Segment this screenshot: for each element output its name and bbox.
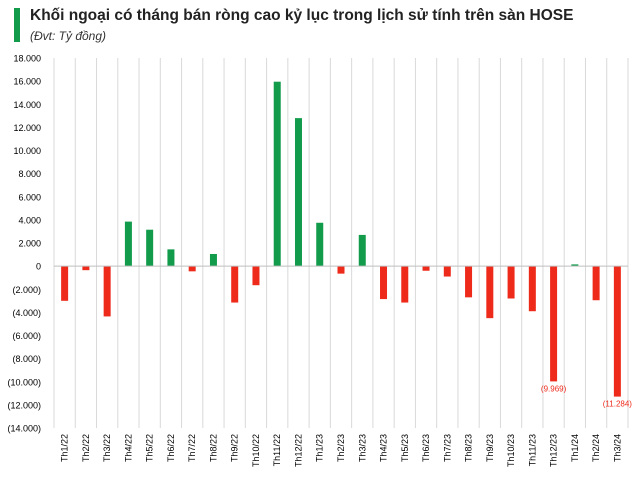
y-tick-label: 2.000 [18,239,41,249]
bar-th2-23 [337,266,345,274]
y-tick-label: 6.000 [18,192,41,202]
bar-th4-22 [124,221,132,267]
x-tick-label: Th5/23 [400,434,410,462]
bars [61,81,621,397]
x-tick-label: Th7/22 [187,434,197,462]
y-tick-label: (6.000) [12,331,41,341]
bar-th1-24 [571,264,579,267]
x-tick-label: Th8/22 [208,434,218,462]
chart-subtitle: (Đvt: Tỷ đồng) [30,29,107,43]
y-tick-label: 0 [36,262,41,272]
bar-th6-22 [167,249,175,267]
y-tick-label: 18.000 [13,54,41,64]
bar-th7-22 [188,266,196,272]
y-tick-label: (4.000) [12,308,41,318]
x-tick-label: Th3/24 [612,434,622,462]
y-tick-label: 10.000 [13,146,41,156]
x-tick-label: Th12/23 [549,434,559,467]
x-tick-label: Th8/23 [464,434,474,462]
x-tick-label: Th9/22 [230,434,240,462]
x-tick-label: Th5/22 [145,434,155,462]
x-tick-label: Th12/22 [293,434,303,467]
x-axis-tick-labels: Th1/22 Th2/22 Th3/22 Th4/22 Th5/22 Th6/22 Th7/… [60,434,623,467]
bar-th12-22 [294,118,302,267]
x-tick-label: Th2/24 [591,434,601,462]
bar-th12-23 [550,266,558,382]
y-axis-tick-labels: 18.000 16.000 14.000 12.000 10.000 8.000 6.000… [7,54,41,434]
bar-th4-23 [380,266,388,300]
x-tick-label: Th2/22 [81,434,91,462]
bar-th8-22 [209,253,217,267]
title-accent-bar [14,8,20,42]
bar-th1-22 [61,266,69,301]
bar-th11-23 [528,266,536,312]
bar-th3-23 [358,234,366,267]
x-tick-label: Th1/24 [570,434,580,462]
x-tick-label: Th6/23 [421,434,431,462]
bar-th6-23 [422,266,430,271]
data-label: (9.969) [541,384,567,393]
bar-th9-22 [231,266,239,303]
bar-th11-22 [273,81,281,267]
chart-title: Khối ngoại có tháng bán ròng cao kỷ lục … [30,7,574,24]
x-tick-label: Th1/22 [60,434,70,462]
data-label: (11.284) [603,400,633,409]
x-tick-label: Th4/23 [379,434,389,462]
x-tick-label: Th1/23 [315,434,325,462]
gridlines [53,58,629,428]
bar-th9-23 [486,266,494,319]
y-tick-label: (8.000) [12,354,41,364]
x-tick-label: Th6/22 [166,434,176,462]
y-tick-label: 16.000 [13,77,41,87]
x-tick-label: Th3/23 [357,434,367,462]
x-tick-label: Th7/23 [442,434,452,462]
bar-th5-23 [401,266,409,303]
y-tick-label: 14.000 [13,100,41,110]
bar-th5-22 [146,229,154,267]
x-tick-label: Th3/22 [102,434,112,462]
y-tick-label: (12.000) [7,400,41,410]
y-tick-label: 4.000 [18,215,41,225]
y-tick-label: (10.000) [7,377,41,387]
bar-th3-24 [613,266,621,397]
bar-th1-23 [316,222,324,267]
x-tick-label: Th4/22 [123,434,133,462]
y-tick-label: (14.000) [7,424,41,434]
bar-th2-22 [82,266,90,271]
x-tick-label: Th10/23 [506,434,516,467]
y-tick-label: (2.000) [12,285,41,295]
bar-th8-23 [465,266,473,298]
x-tick-label: Th11/22 [272,434,282,466]
bar-th10-22 [252,266,260,286]
y-tick-label: 8.000 [18,169,41,179]
y-tick-label: 12.000 [13,123,41,133]
x-tick-label: Th10/22 [251,434,261,467]
bar-th10-23 [507,266,515,299]
x-tick-label: Th11/23 [527,434,537,466]
data-labels: (9.969) (11.284) [541,384,632,408]
x-tick-label: Th2/23 [336,434,346,462]
chart-header: Khối ngoại có tháng bán ròng cao kỷ lục … [0,0,640,50]
bar-th2-24 [592,266,600,301]
bar-th7-23 [443,266,451,277]
x-tick-label: Th9/23 [485,434,495,462]
bar-th3-22 [103,266,111,317]
